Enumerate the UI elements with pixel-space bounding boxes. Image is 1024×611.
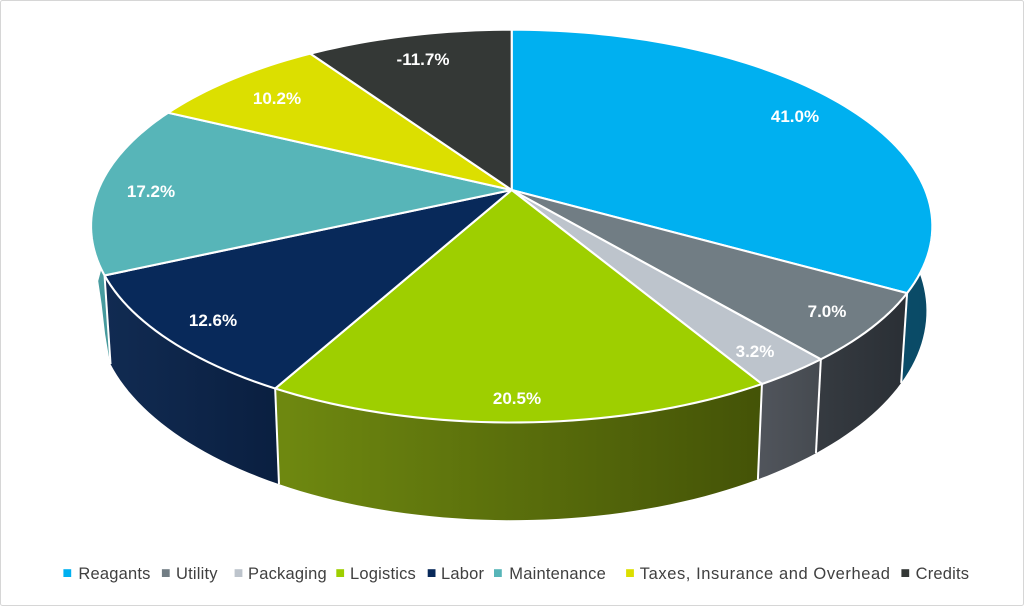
svg-text:Labor: Labor [441, 565, 485, 583]
svg-text:Credits: Credits [916, 565, 970, 583]
svg-text:Utility: Utility [176, 565, 218, 583]
svg-text:-11.7%: -11.7% [397, 50, 450, 69]
svg-text:Packaging: Packaging [248, 565, 327, 583]
svg-text:20.5%: 20.5% [493, 389, 541, 408]
svg-text:17.2%: 17.2% [127, 182, 175, 201]
svg-text:10.2%: 10.2% [253, 89, 301, 108]
svg-text:3.2%: 3.2% [736, 342, 775, 361]
svg-text:Taxes, Insurance and Overhead: Taxes, Insurance and Overhead [640, 565, 891, 583]
svg-text:12.6%: 12.6% [189, 311, 237, 330]
svg-text:Maintenance: Maintenance [509, 565, 606, 583]
svg-text:7.0%: 7.0% [808, 302, 847, 321]
svg-text:Reagants: Reagants [78, 565, 150, 583]
svg-text:41.0%: 41.0% [771, 107, 819, 126]
svg-text:Logistics: Logistics [350, 565, 416, 583]
